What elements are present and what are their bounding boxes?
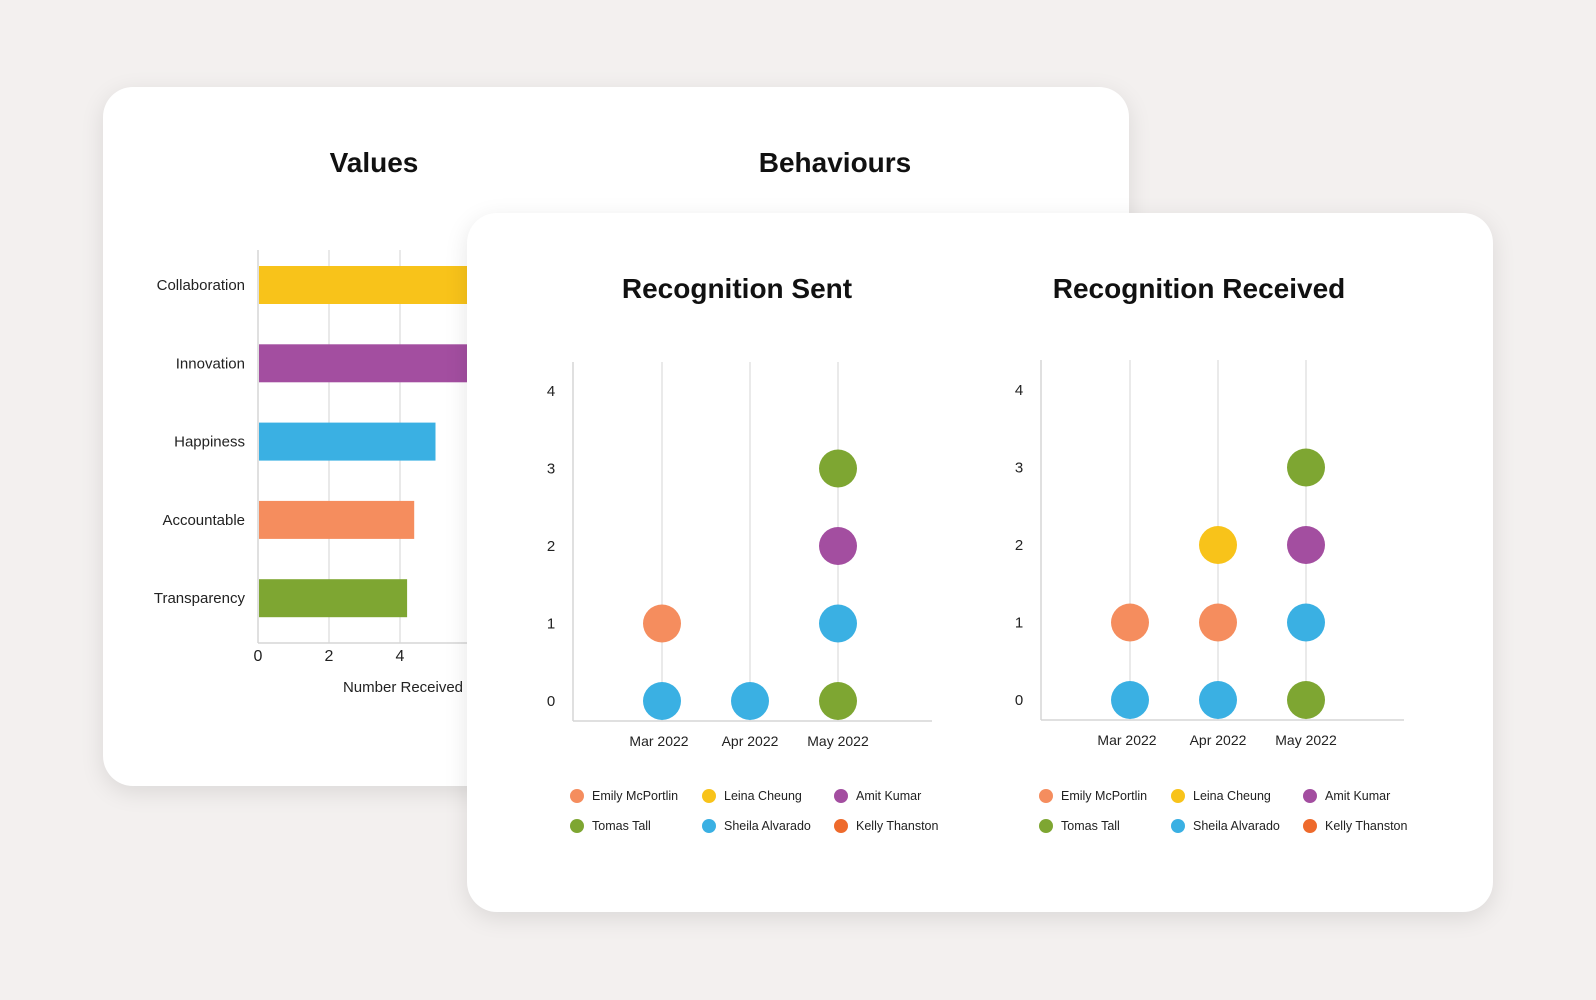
legend-label: Kelly Thanston <box>1325 819 1408 833</box>
legend-label: Amit Kumar <box>1325 789 1391 803</box>
y-tick-label-3: 3 <box>1015 460 1023 477</box>
legend-item-kelly-thanston: Kelly Thanston <box>1303 816 1435 836</box>
point-mar-2022-1 <box>1111 603 1149 642</box>
legend-swatch <box>834 789 848 803</box>
point-may-2022-3 <box>819 449 857 488</box>
legend-swatch <box>570 789 584 803</box>
point-mar-2022-0 <box>1111 681 1149 719</box>
legend-item-sheila-alvarado: Sheila Alvarado <box>702 816 834 836</box>
point-may-2022-2 <box>819 527 857 565</box>
category-label-transparency: Transparency <box>154 590 246 607</box>
legend-item-kelly-thanston: Kelly Thanston <box>834 816 966 836</box>
category-label-happiness: Happiness <box>174 434 245 451</box>
recognition-received-chart: 0 1 2 3 4 Mar 2022 Apr 2022 May 2022 <box>1015 360 1404 748</box>
recognition-card: Recognition Sent Recognition Received 0 1… <box>467 213 1493 912</box>
recognition-received-legend: Emily McPortlin Leina Cheung Amit Kumar Tom… <box>1039 786 1435 836</box>
x-tick-label-mar-2022: Mar 2022 <box>629 733 688 749</box>
point-may-2022-0 <box>1287 681 1325 719</box>
y-tick-label-0: 0 <box>547 693 555 710</box>
point-apr-2022-1 <box>1199 603 1237 642</box>
bar-happiness <box>259 422 436 461</box>
legend-item-sheila-alvarado: Sheila Alvarado <box>1171 816 1303 836</box>
legend-item-tomas-tall: Tomas Tall <box>570 816 702 836</box>
x-axis-title: Number Received <box>343 679 463 696</box>
legend-label: Emily McPortlin <box>1061 789 1148 803</box>
legend-swatch <box>1303 789 1317 803</box>
legend-label: Kelly Thanston <box>856 819 939 833</box>
point-may-2022-2 <box>1287 526 1325 564</box>
point-apr-2022-2 <box>1199 526 1237 564</box>
legend-swatch <box>1039 819 1053 833</box>
legend-label: Sheila Alvarado <box>724 819 811 833</box>
legend-label: Leina Cheung <box>1193 789 1271 803</box>
point-apr-2022-0 <box>1199 681 1237 719</box>
x-tick-label-2: 2 <box>325 648 334 665</box>
y-tick-label-4: 4 <box>1015 382 1023 399</box>
y-tick-label-3: 3 <box>547 461 555 478</box>
legend-label: Amit Kumar <box>856 789 922 803</box>
legend-swatch <box>1171 819 1185 833</box>
legend-label: Emily McPortlin <box>592 789 679 803</box>
legend-swatch <box>702 819 716 833</box>
x-tick-label-0: 0 <box>254 648 263 665</box>
legend-item-emily-mcportlin: Emily McPortlin <box>1039 786 1171 806</box>
y-tick-label-2: 2 <box>547 538 555 555</box>
point-may-2022-3 <box>1287 448 1325 487</box>
legend-swatch <box>1039 789 1053 803</box>
bar-accountable <box>259 500 415 539</box>
y-tick-label-1: 1 <box>1015 615 1023 632</box>
point-may-2022-1 <box>1287 603 1325 642</box>
point-mar-2022-0 <box>643 682 681 720</box>
behaviours-title: Behaviours <box>758 147 912 178</box>
category-label-collaboration: Collaboration <box>157 277 245 294</box>
legend-label: Leina Cheung <box>724 789 802 803</box>
x-tick-label-apr-2022: Apr 2022 <box>722 733 779 749</box>
recognition-sent-chart: 0 1 2 3 4 Mar 2022 Apr 2022 May 2022 <box>547 362 932 749</box>
legend-item-leina-cheung: Leina Cheung <box>702 786 834 806</box>
category-label-innovation: Innovation <box>176 355 245 372</box>
point-apr-2022-0 <box>731 682 769 720</box>
y-tick-label-1: 1 <box>547 616 555 633</box>
legend-swatch <box>570 819 584 833</box>
recognition-sent-legend: Emily McPortlin Leina Cheung Amit Kumar Tom… <box>570 786 966 836</box>
y-tick-label-2: 2 <box>1015 537 1023 554</box>
y-tick-label-0: 0 <box>1015 692 1023 709</box>
legend-item-tomas-tall: Tomas Tall <box>1039 816 1171 836</box>
recognition-received-title: Recognition Received <box>1052 273 1346 304</box>
point-may-2022-0 <box>819 682 857 720</box>
legend-item-amit-kumar: Amit Kumar <box>834 786 966 806</box>
legend-swatch <box>834 819 848 833</box>
legend-swatch <box>702 789 716 803</box>
values-title: Values <box>329 147 419 178</box>
legend-item-emily-mcportlin: Emily McPortlin <box>570 786 702 806</box>
y-tick-label-4: 4 <box>547 383 555 400</box>
x-tick-label-may-2022: May 2022 <box>807 733 869 749</box>
category-label-accountable: Accountable <box>162 512 245 529</box>
x-tick-label-may-2022: May 2022 <box>1275 732 1337 748</box>
legend-swatch <box>1171 789 1185 803</box>
point-may-2022-1 <box>819 604 857 643</box>
legend-item-amit-kumar: Amit Kumar <box>1303 786 1435 806</box>
x-tick-label-4: 4 <box>396 648 405 665</box>
legend-label: Tomas Tall <box>592 819 651 833</box>
x-tick-label-apr-2022: Apr 2022 <box>1190 732 1247 748</box>
x-tick-label-mar-2022: Mar 2022 <box>1097 732 1156 748</box>
legend-label: Tomas Tall <box>1061 819 1120 833</box>
recognition-sent-title: Recognition Sent <box>621 273 853 304</box>
legend-label: Sheila Alvarado <box>1193 819 1280 833</box>
legend-swatch <box>1303 819 1317 833</box>
bar-transparency <box>259 579 408 618</box>
point-mar-2022-1 <box>643 604 681 643</box>
legend-item-leina-cheung: Leina Cheung <box>1171 786 1303 806</box>
